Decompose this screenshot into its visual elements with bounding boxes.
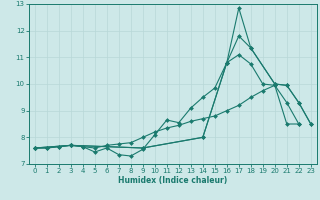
X-axis label: Humidex (Indice chaleur): Humidex (Indice chaleur) (118, 176, 228, 185)
